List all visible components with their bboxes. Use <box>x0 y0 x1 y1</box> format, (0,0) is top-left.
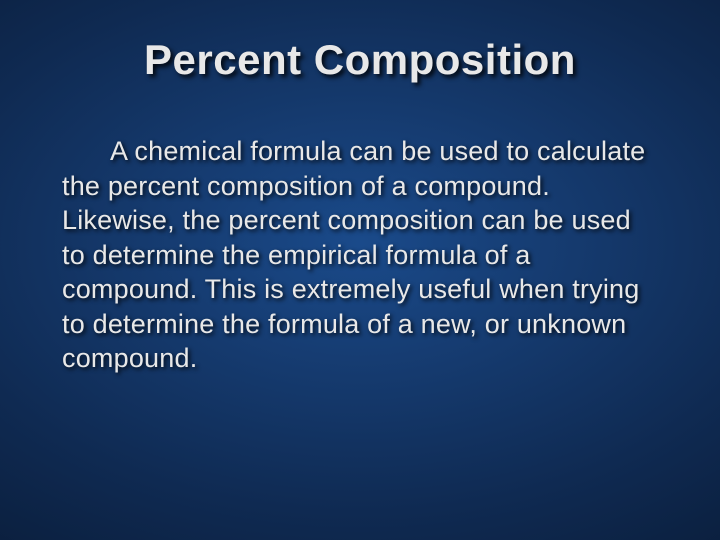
slide-title: Percent Composition <box>60 36 660 84</box>
slide-container: Percent Composition A chemical formula c… <box>0 0 720 540</box>
slide-body-text: A chemical formula can be used to calcul… <box>60 134 660 376</box>
